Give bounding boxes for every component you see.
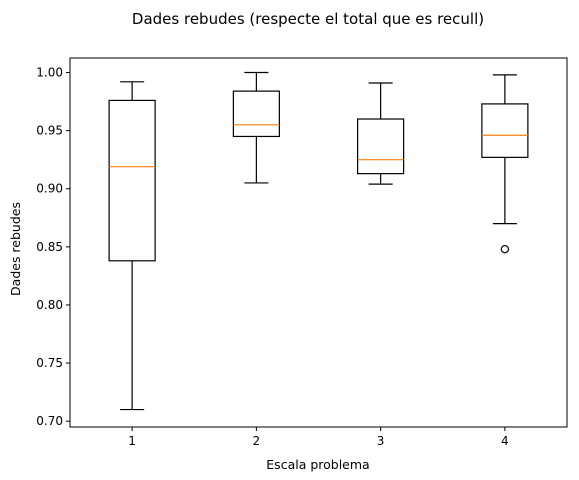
chart-title: Dades rebudes (respecte el total que es … xyxy=(132,10,484,28)
y-tick-label: 0.80 xyxy=(36,298,63,312)
box xyxy=(108,99,156,262)
y-axis-label: Dades rebudes xyxy=(8,202,23,296)
y-tick-label: 0.90 xyxy=(36,182,63,196)
y-tick-label: 0.70 xyxy=(36,414,63,428)
x-tick-label: 1 xyxy=(128,434,136,448)
box-group-4 xyxy=(481,74,529,254)
x-tick-label: 3 xyxy=(377,434,385,448)
box-group-2 xyxy=(232,71,280,184)
box-group-3 xyxy=(357,82,405,185)
x-tick-label: 2 xyxy=(253,434,261,448)
x-axis-label: Escala problema xyxy=(266,457,369,472)
y-tick-label: 1.00 xyxy=(36,66,63,80)
plot-frame xyxy=(69,57,568,428)
y-tick-label: 0.75 xyxy=(36,356,63,370)
box xyxy=(357,118,405,175)
box-group-1 xyxy=(108,81,156,411)
y-tick-label: 0.95 xyxy=(36,124,63,138)
y-tick-label: 0.85 xyxy=(36,240,63,254)
box xyxy=(232,90,280,138)
outlier-point xyxy=(500,244,510,254)
box xyxy=(481,103,529,158)
x-tick-label: 4 xyxy=(501,434,509,448)
axes: 0.70 0.75 0.80 0.85 0.90 0.95 1.00 1 2 3 4 xyxy=(36,57,568,448)
plot-area xyxy=(108,71,529,411)
